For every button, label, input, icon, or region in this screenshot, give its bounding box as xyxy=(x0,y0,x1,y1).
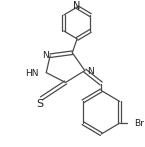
Text: HN: HN xyxy=(25,69,39,78)
Text: S: S xyxy=(36,99,43,109)
Text: N: N xyxy=(73,1,81,11)
Text: N: N xyxy=(42,51,49,60)
Text: Br: Br xyxy=(134,119,144,128)
Text: N: N xyxy=(87,67,94,76)
